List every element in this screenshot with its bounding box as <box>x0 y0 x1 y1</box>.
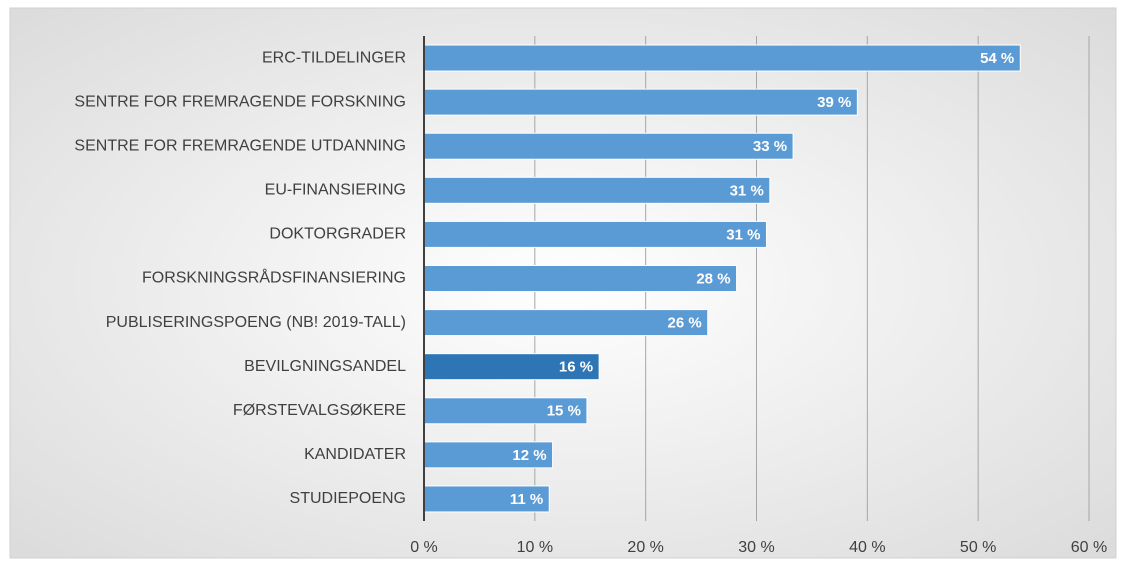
y-tick-label: SENTRE FOR FREMRAGENDE FORSKNING <box>74 93 406 110</box>
x-tick-label: 20 % <box>627 539 663 556</box>
y-tick-label: DOKTORGRADER <box>269 226 406 243</box>
x-tick-label: 0 % <box>410 539 438 556</box>
bar <box>423 44 1021 72</box>
x-tick-label: 50 % <box>960 539 996 556</box>
value-label: 31 % <box>730 182 764 199</box>
value-label: 54 % <box>980 50 1014 67</box>
bar <box>423 176 771 204</box>
bar <box>423 265 738 292</box>
x-tick-label: 60 % <box>1071 539 1107 556</box>
bar <box>423 309 709 337</box>
x-tick-label: 40 % <box>849 539 885 556</box>
value-label: 26 % <box>668 315 702 332</box>
y-tick-label: SENTRE FOR FREMRAGENDE UTDANNING <box>74 137 406 154</box>
value-label: 31 % <box>726 226 760 243</box>
bar <box>423 397 588 425</box>
y-tick-label: PUBLISERINGSPOENG (NB! 2019-TALL) <box>106 314 406 331</box>
y-tick-label: KANDIDATER <box>304 446 406 463</box>
value-label: 39 % <box>817 94 851 111</box>
bar <box>423 88 858 116</box>
bar <box>423 441 554 469</box>
y-tick-label: FORSKNINGSRÅDSFINANSIERING <box>142 268 406 287</box>
value-label: 16 % <box>559 359 593 376</box>
value-label: 12 % <box>512 447 546 464</box>
y-tick-label: BEVILGNINGSANDEL <box>244 358 406 375</box>
bar <box>423 220 767 248</box>
value-label: 28 % <box>696 270 730 287</box>
y-tick-label: STUDIEPOENG <box>290 490 406 507</box>
value-label: 15 % <box>547 403 581 420</box>
value-label: 33 % <box>753 138 787 155</box>
y-tick-label: FØRSTEVALGSØKERE <box>233 402 406 419</box>
bar <box>423 132 794 160</box>
y-tick-label: ERC-TILDELINGER <box>262 49 406 66</box>
bar <box>423 485 550 513</box>
value-label: 11 % <box>510 491 543 508</box>
x-tick-label: 10 % <box>517 539 553 556</box>
y-tick-label: EU-FINANSIERING <box>265 182 406 199</box>
x-tick-label: 30 % <box>738 539 774 556</box>
